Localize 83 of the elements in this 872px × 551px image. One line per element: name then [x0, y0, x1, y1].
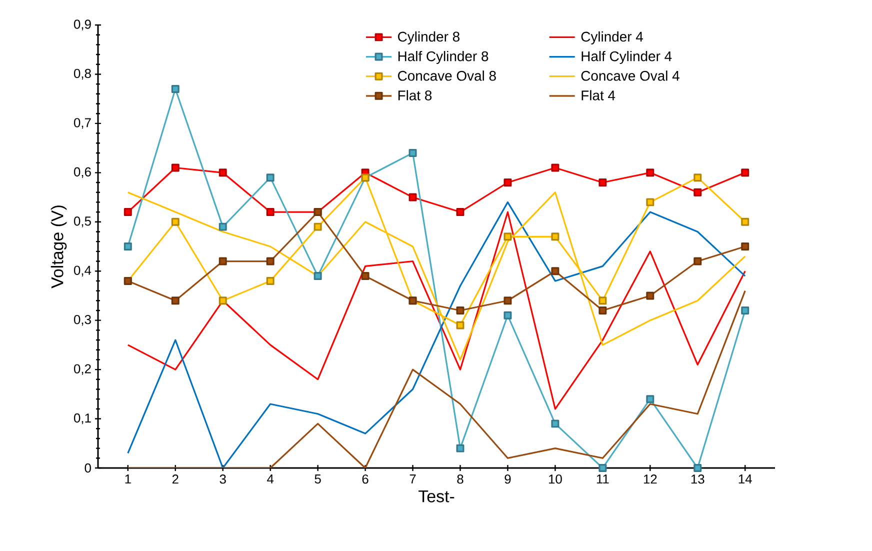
point [646, 198, 654, 206]
x-tick-label: 12 [644, 474, 657, 484]
legend-label: Flat 4 [582, 90, 616, 100]
point [218, 257, 227, 266]
legend-label: Cylinder 4 [581, 31, 643, 44]
x-tick-label: 4 [267, 474, 274, 484]
point [218, 296, 227, 305]
point [504, 178, 512, 186]
point [551, 267, 560, 276]
point [504, 311, 512, 320]
x-tick-label: 14 [738, 474, 752, 484]
point [551, 420, 560, 428]
point [456, 208, 464, 216]
legend-label: Concave Oval 4 [581, 70, 680, 81]
y-tick-label: 0,2 [74, 364, 91, 375]
y-tick-label: 0 [84, 463, 91, 473]
x-axis-title: Test- [418, 490, 454, 502]
legend-label: Concave Oval 8 [398, 70, 496, 81]
point [598, 306, 607, 314]
x-tick-label: 5 [314, 474, 321, 484]
point [171, 296, 180, 305]
x-tick-label: 6 [362, 474, 368, 484]
y-tick-label: 0,8 [74, 68, 91, 80]
point [551, 164, 560, 172]
point [456, 306, 464, 314]
point [551, 232, 560, 241]
point [741, 306, 750, 314]
y-tick-label: 0,4 [74, 266, 92, 276]
point [124, 242, 132, 250]
point [694, 174, 702, 182]
y-tick-label: 0,6 [74, 167, 91, 178]
point [504, 296, 512, 305]
point [408, 193, 417, 202]
x-tick-label: 9 [504, 474, 511, 484]
point [218, 168, 227, 177]
x-tick-label: 1 [125, 474, 131, 484]
y-tick-label: 0,1 [74, 413, 91, 424]
x-tick-label: 3 [220, 474, 226, 484]
legend-label: Cylinder 8 [398, 31, 460, 44]
point [266, 276, 274, 285]
point [266, 208, 274, 216]
point [646, 168, 654, 177]
point [741, 168, 750, 177]
x-tick-label: 13 [691, 474, 704, 484]
point [741, 218, 750, 226]
point [598, 464, 607, 472]
point [171, 218, 180, 226]
point [171, 84, 180, 93]
point [694, 257, 702, 266]
point [741, 242, 750, 250]
point [598, 178, 607, 186]
y-tick-label: 0,7 [74, 118, 91, 129]
point [218, 222, 227, 231]
point [124, 208, 132, 216]
point [314, 222, 322, 231]
y-tick-label: 0,5 [74, 216, 91, 228]
line-series [127, 201, 746, 468]
x-tick-label: 11 [596, 474, 609, 484]
legend-label: Half Cylinder 4 [582, 50, 672, 64]
point [171, 164, 180, 172]
point [694, 188, 702, 196]
x-tick-label: 7 [410, 474, 416, 484]
x-tick-label: 8 [457, 474, 464, 484]
legend-label: Flat 8 [398, 90, 432, 100]
point [504, 232, 512, 241]
point [456, 321, 464, 330]
point [361, 272, 370, 280]
y-axis-title: Voltage (V) [50, 206, 67, 288]
point [266, 257, 274, 266]
line-series [127, 211, 746, 410]
legend-label: Half Cylinder 8 [398, 50, 488, 64]
point [408, 148, 417, 157]
point [646, 395, 654, 404]
point [646, 292, 654, 300]
y-tick-label: 0,9 [74, 20, 91, 30]
point [694, 464, 702, 472]
point [598, 296, 607, 305]
x-tick-label: 2 [172, 474, 178, 484]
point [314, 272, 322, 280]
x-tick-label: 10 [548, 474, 562, 484]
point [456, 444, 464, 452]
point [266, 174, 274, 182]
y-tick-label: 0,3 [74, 314, 91, 326]
